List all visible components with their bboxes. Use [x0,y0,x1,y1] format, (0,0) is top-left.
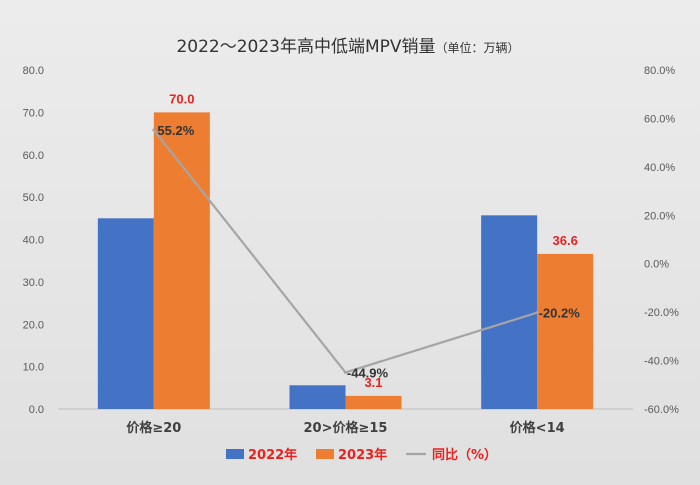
left-axis-tick: 50.0 [23,192,44,204]
left-axis-tick: 80.0 [23,65,44,77]
bar [537,253,594,409]
yoy-line-point [152,128,156,132]
category-label: 20>价格≥15 [304,420,388,436]
right-axis-tick: 20.0% [644,210,675,222]
right-axis: -60.0% -40.0% -20.0% 0.0% 20.0% 40.0% 60.0% 80.… [644,65,679,416]
left-axis-tick: 30.0 [23,277,44,289]
left-axis-tick: 0.0 [29,404,44,416]
right-axis-tick: -20.0% [644,307,679,319]
yoy-line-path [152,129,538,374]
category-labels: 价格≥20 20>价格≥15 价格<14 [126,420,564,436]
left-axis-tick: 10.0 [23,362,44,374]
yoy-value-label: -44.9% [347,365,389,380]
left-axis-tick: 20.0 [23,319,44,331]
data-labels: 70.0 3.1 36.6 55.2% -44.9% -20.2% [157,91,580,389]
legend-swatch [316,449,334,459]
bar [289,385,346,409]
yoy-line-point [344,370,347,374]
right-axis-tick: -40.0% [644,356,679,368]
yoy-value-label: -20.2% [539,306,581,321]
yoy-value-label: 55.2% [157,123,194,138]
left-axis-tick: 60.0 [23,150,44,162]
bar-value-label: 36.6 [553,233,578,248]
yoy-line [152,128,539,374]
category-label: 价格<14 [510,420,565,436]
chart-title-unit: （单位：万辆） [436,40,520,55]
right-axis-tick: 0.0% [644,259,669,271]
left-axis-tick: 70.0 [23,107,44,119]
yoy-line-point [535,311,539,315]
left-axis-tick: 40.0 [23,235,44,247]
right-axis-tick: 80.0% [644,65,675,77]
bars [97,112,594,409]
bar [345,395,402,409]
bar [153,112,210,409]
right-axis-tick: 60.0% [644,113,675,125]
chart-title-main: 2022～2023年高中低端MPV销量 [176,37,435,57]
left-axis: 0.0 10.0 20.0 30.0 40.0 50.0 60.0 70.0 80.0 [23,65,44,416]
legend-label: 2023年 [338,447,387,463]
legend-label: 2022年 [248,447,297,463]
legend: 2022年 2023年 同比（%） [226,447,497,463]
right-axis-tick: 40.0% [644,162,675,174]
chart-title: 2022～2023年高中低端MPV销量（单位：万辆） [176,37,519,57]
legend-swatch [226,449,244,459]
bar-value-label: 3.1 [364,375,382,390]
bar [97,218,154,409]
legend-label: 同比（%） [432,447,497,463]
bar [481,215,538,409]
category-label: 价格≥20 [126,420,181,436]
bar-value-label: 70.0 [169,91,194,106]
right-axis-tick: -60.0% [644,404,679,416]
